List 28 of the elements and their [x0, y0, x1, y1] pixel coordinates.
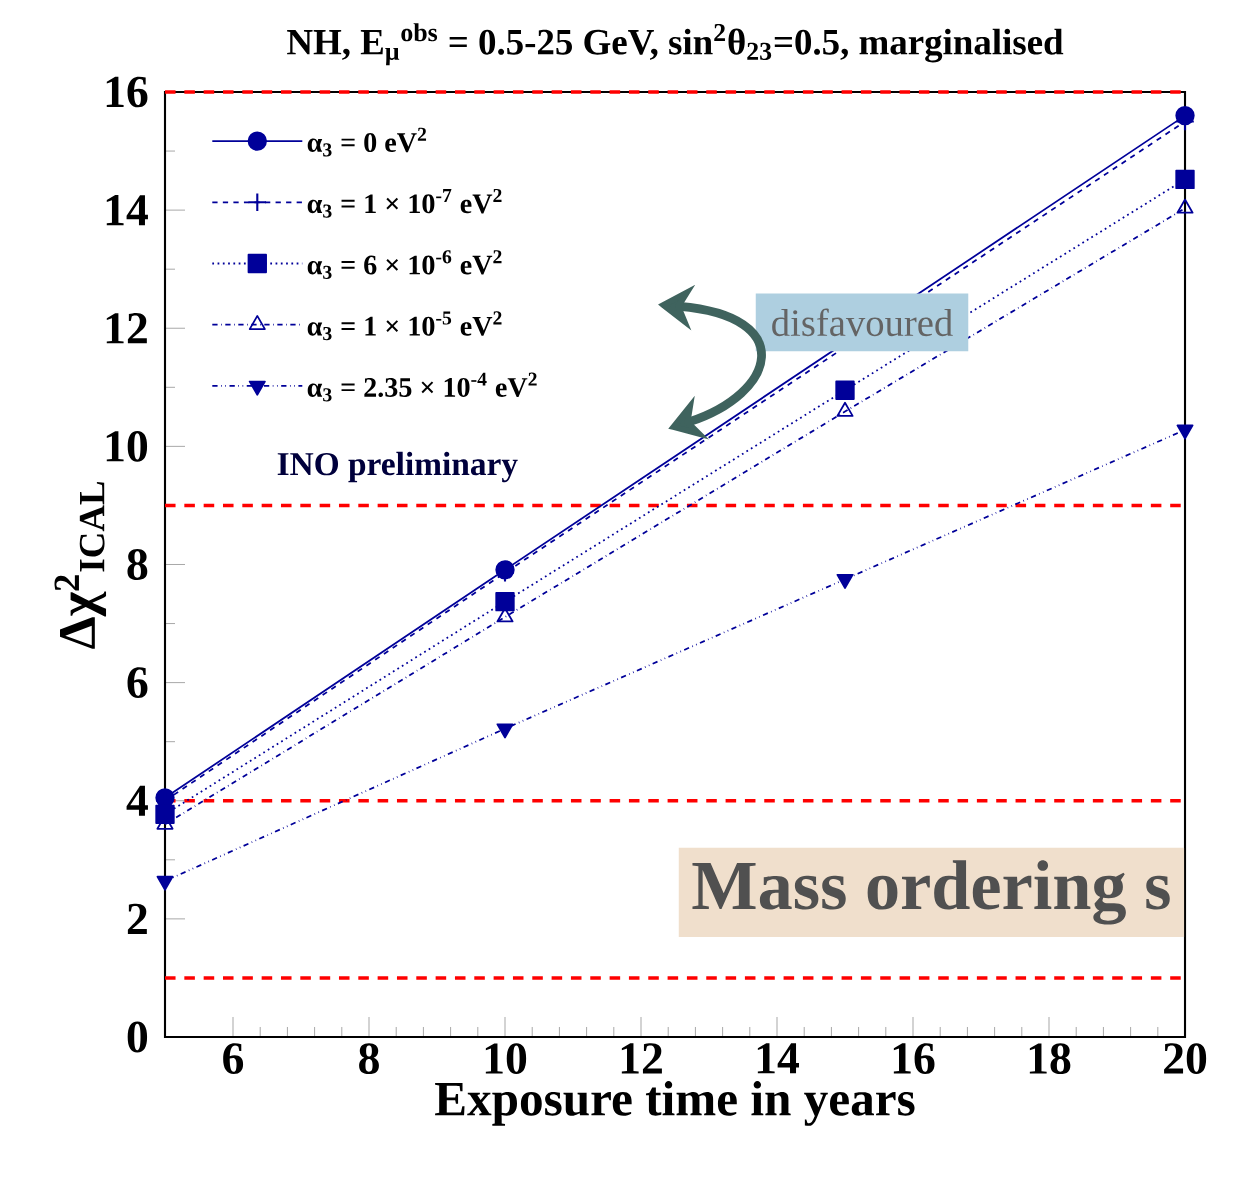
legend-label: α$_{3}$ = 2.35 × 10$^{-4}$ eV$^{2}$ [307, 372, 537, 402]
legend-label: α$_{3}$ = 0 eV$^{2}$ [307, 127, 427, 157]
legend-label: α$_{3}$ = 1 × 10$^{-5}$ eV$^{2}$ [307, 311, 502, 341]
legend-label: α$_{3}$ = 1 × 10$^{-7}$ eV$^{2}$ [307, 188, 502, 218]
y-tick-label: 16 [106, 76, 148, 108]
x-tick-label: 6 [223, 1043, 244, 1074]
y-tick-label: 14 [106, 195, 148, 226]
y-axis-title: Δχ$^{2}$ICAL [54, 481, 107, 649]
x-tick-label: 18 [1029, 1043, 1071, 1075]
y-tick-label: 4 [126, 785, 148, 816]
x-tick-label: 14 [757, 1043, 799, 1074]
y-tick-label: 0 [127, 1021, 148, 1053]
y-tick-label: 6 [127, 667, 148, 698]
y-tick-label: 10 [106, 430, 148, 462]
y-tick-label: 12 [106, 313, 147, 344]
x-tick-label: 10 [485, 1043, 527, 1075]
x-axis-title: Exposure time in years [435, 1081, 915, 1126]
annotation: INO preliminary [277, 451, 518, 483]
x-tick-label: 20 [1164, 1043, 1207, 1075]
annotation: disfavoured [772, 308, 953, 337]
legend-label: α$_{3}$ = 6 × 10$^{-6}$ eV$^{2}$ [307, 250, 502, 279]
x-tick-label: 12 [621, 1043, 662, 1074]
y-tick-label: 8 [127, 549, 148, 580]
annotation: Mass ordering s [692, 860, 1170, 925]
x-tick-label: 16 [893, 1043, 935, 1074]
y-tick-label: 2 [127, 903, 147, 934]
x-tick-label: 8 [359, 1043, 379, 1075]
chart-title: NH, E$_{μ}$$^{obs}$ = 0.5-25 GeV, sin$^{2}$θ$_{23}$=0.5, marginalised [287, 23, 1064, 66]
